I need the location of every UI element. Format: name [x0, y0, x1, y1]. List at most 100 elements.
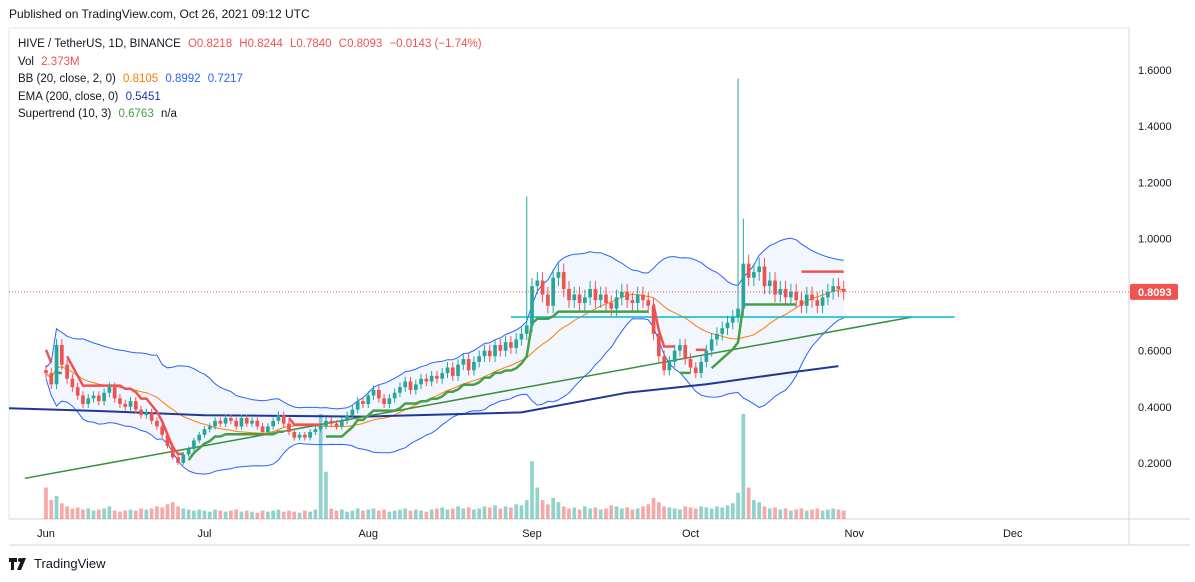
candle-body — [355, 401, 360, 410]
vol-label: Vol — [18, 55, 34, 68]
volume-bar — [440, 507, 445, 519]
price-axis[interactable]: 1.60001.40001.20001.00000.80000.60000.40… — [1138, 65, 1172, 470]
volume-bar — [266, 511, 270, 519]
candle-body — [181, 454, 186, 463]
candle-body — [207, 426, 212, 430]
supertrend-down-line — [288, 417, 321, 426]
candle-body — [625, 291, 629, 301]
candle-body — [250, 420, 254, 424]
candle-body — [313, 429, 318, 433]
candle-body — [81, 395, 85, 404]
legend-supertrend-row[interactable]: Supertrend (10, 3) 0.6763 n/a — [18, 106, 486, 124]
volume-bar — [176, 506, 180, 519]
price-tick-label: 1.6000 — [1138, 65, 1172, 77]
volume-bar — [509, 507, 513, 519]
legend-volume-row[interactable]: Vol 2.373M — [18, 54, 486, 72]
volume-bar — [641, 506, 645, 519]
volume-bar — [503, 506, 508, 519]
volume-bar — [244, 510, 249, 519]
symbol-label[interactable]: HIVE / TetherUS, 1D, BINANCE — [18, 38, 181, 50]
ema-label: EMA (200, close, 0) — [18, 90, 119, 103]
volume-bar — [102, 508, 106, 519]
footer-brand: TradingView — [34, 556, 106, 571]
candle-body — [329, 420, 334, 424]
volume-bars — [44, 414, 846, 519]
legend-bb-row[interactable]: BB (20, close, 2, 0) 0.8105 0.8992 0.721… — [18, 71, 486, 89]
time-tick-label: Nov — [845, 528, 865, 540]
candle-body — [482, 350, 487, 357]
time-tick-label: Sep — [522, 528, 542, 540]
volume-bar — [646, 504, 651, 519]
volume-bar — [91, 510, 96, 519]
volume-bar — [662, 506, 666, 519]
last-price-badge — [1130, 283, 1178, 300]
footer: TradingView — [9, 556, 106, 571]
candle-body — [477, 356, 482, 362]
volume-bar — [720, 507, 725, 519]
candle-body — [276, 415, 281, 421]
candle-body — [820, 297, 825, 306]
volume-bar — [757, 502, 762, 519]
candle-body — [419, 378, 423, 385]
volume-bar — [667, 507, 672, 519]
supertrend-down-line — [652, 303, 675, 348]
candle-body — [107, 387, 112, 393]
volume-bar — [609, 505, 614, 519]
volume-bar — [112, 510, 117, 519]
volume-bar — [741, 414, 746, 519]
legend-ema-row[interactable]: EMA (200, close, 0) 0.5451 — [18, 89, 486, 107]
volume-bar — [155, 506, 159, 519]
candle-body — [255, 420, 260, 427]
candle-body — [429, 375, 434, 382]
candle-body — [767, 280, 772, 287]
volume-bar — [239, 511, 244, 519]
supertrend-label: Supertrend (10, 3) — [18, 108, 112, 120]
candle-body — [831, 286, 835, 292]
candle-body — [519, 333, 524, 340]
volume-bar — [202, 510, 207, 519]
volume-bar — [699, 506, 703, 519]
bb-basis-value: 0.8105 — [123, 73, 159, 85]
candle-body — [783, 288, 788, 298]
candle-body — [239, 417, 244, 427]
volume-bar — [572, 507, 577, 519]
volume-bar — [403, 508, 408, 519]
candle-body — [287, 423, 291, 433]
volume-bar — [762, 506, 767, 519]
price-tick-label: 0.2000 — [1138, 458, 1172, 470]
tradingview-logo-icon[interactable] — [9, 557, 29, 570]
volume-bar — [334, 510, 339, 519]
volume-bar — [160, 507, 165, 519]
volume-bar — [535, 487, 540, 519]
time-axis[interactable]: Jun Jul Aug Sep Oct Nov Dec — [37, 528, 1023, 540]
volume-bar — [466, 507, 471, 519]
candle-body — [635, 294, 640, 303]
price-tick-label: 0.4000 — [1138, 402, 1172, 414]
volume-bar — [345, 511, 349, 519]
volume-bar — [435, 508, 439, 519]
volume-bar — [477, 508, 482, 519]
volume-bar — [826, 509, 830, 519]
supertrend-down-line — [66, 355, 184, 456]
ohlc-change: −0.0143 (−1.74%) — [389, 38, 482, 50]
candle-body — [44, 370, 48, 374]
volume-bar — [408, 510, 413, 519]
volume-bar — [424, 511, 429, 519]
volume-bar — [519, 505, 524, 519]
volume-bar — [250, 511, 254, 519]
candle-body — [730, 316, 735, 323]
time-tick-label: Aug — [358, 528, 378, 540]
supertrend-na: n/a — [160, 108, 177, 120]
candle-body — [176, 457, 180, 463]
candle-body — [308, 432, 312, 438]
volume-bar — [593, 507, 598, 519]
candle-body — [292, 432, 297, 438]
price-tick-label: 0.6000 — [1138, 346, 1172, 358]
volume-bar — [186, 509, 191, 519]
candle-body — [588, 288, 592, 298]
candle-body — [572, 294, 577, 301]
last-price-label: 0.8093 — [1138, 287, 1172, 299]
candle-body — [709, 339, 714, 351]
candle-body — [752, 272, 756, 278]
